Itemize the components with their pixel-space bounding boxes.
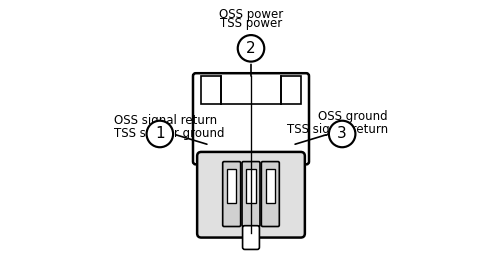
Text: OSS ground: OSS ground: [318, 110, 387, 122]
Text: OSS signal return: OSS signal return: [114, 114, 217, 127]
Text: 1: 1: [155, 126, 164, 141]
Text: TSS sensor ground: TSS sensor ground: [114, 128, 224, 140]
FancyBboxPatch shape: [241, 162, 260, 227]
FancyBboxPatch shape: [242, 226, 259, 249]
Text: TSS signal return: TSS signal return: [286, 123, 387, 136]
FancyBboxPatch shape: [261, 162, 279, 227]
Text: OSS power: OSS power: [218, 8, 283, 21]
Circle shape: [237, 35, 264, 62]
Bar: [265, 169, 275, 203]
Bar: [280, 76, 300, 104]
Bar: [245, 169, 256, 203]
Text: TSS power: TSS power: [219, 16, 282, 30]
FancyBboxPatch shape: [192, 73, 309, 164]
FancyBboxPatch shape: [197, 152, 304, 237]
FancyBboxPatch shape: [222, 162, 240, 227]
Text: 2: 2: [245, 41, 256, 56]
Text: 3: 3: [337, 126, 346, 141]
Bar: [226, 169, 236, 203]
Bar: [201, 76, 221, 104]
Circle shape: [146, 121, 173, 147]
Circle shape: [328, 121, 355, 147]
